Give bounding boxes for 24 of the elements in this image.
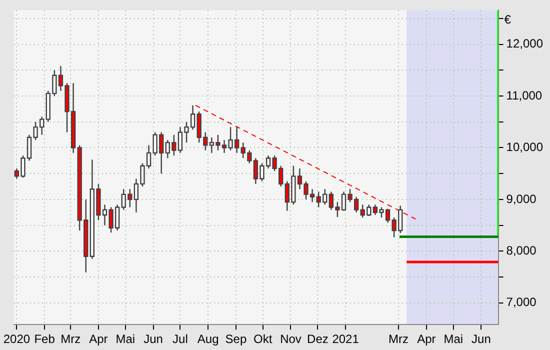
x-tick-label: Feb — [34, 332, 56, 346]
x-tick-label: Jun — [472, 332, 491, 346]
x-tick-label: Mai — [444, 332, 464, 346]
x-tick-label: 2020 — [3, 332, 30, 346]
y-tick-label: 8,000 — [506, 243, 537, 258]
x-tick-label: Jul — [172, 332, 188, 346]
x-tick-label: Apr — [89, 332, 108, 346]
x-tick-label: Mai — [116, 332, 136, 346]
x-tick-label: Sep — [225, 332, 247, 346]
x-tick-label: Dez — [307, 332, 328, 346]
x-tick-label: Nov — [280, 332, 302, 346]
x-tick-label: Mrz — [60, 332, 81, 346]
y-tick-label: 11,000 — [506, 88, 542, 102]
y-tick-label: 7,000 — [506, 295, 537, 310]
x-tick-label: Jun — [144, 332, 163, 346]
y-tick-label: 9,000 — [506, 192, 537, 206]
x-tick-label: Apr — [417, 332, 436, 346]
x-tick-label: Aug — [197, 332, 219, 346]
x-tick-label: Mrz — [388, 332, 409, 346]
y-tick-label: 10,000 — [506, 140, 544, 154]
y-tick-label: 12,000 — [506, 36, 544, 51]
x-tick-label: 2021 — [332, 332, 360, 346]
y-axis-title: € — [504, 12, 512, 27]
x-tick-label: Okt — [254, 332, 273, 346]
